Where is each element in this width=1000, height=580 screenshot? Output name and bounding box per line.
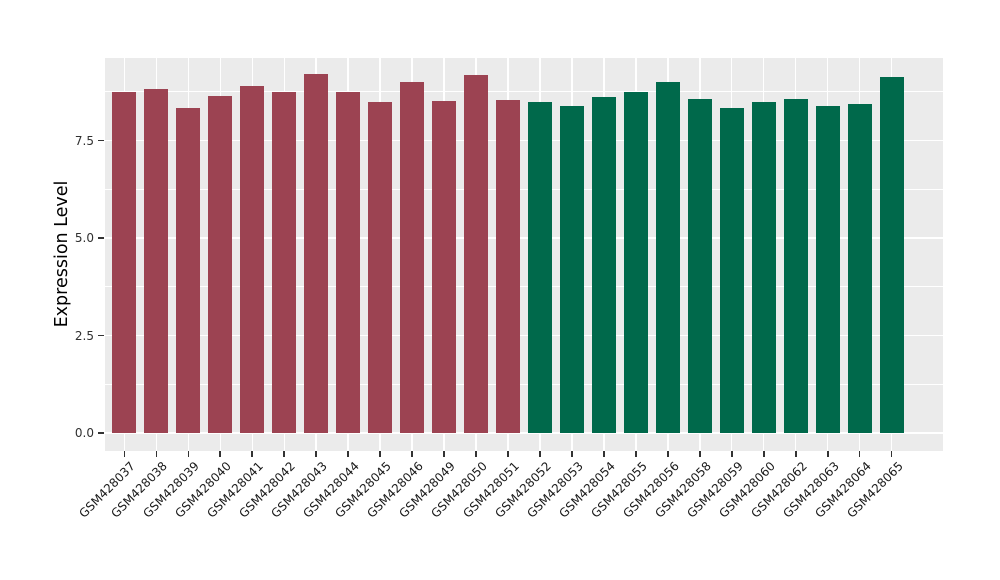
x-tick-mark	[187, 451, 189, 457]
bar-GSM428041	[240, 85, 265, 433]
bar-GSM428059	[719, 107, 744, 433]
x-tick-mark	[731, 451, 733, 457]
bar-GSM428050	[464, 74, 488, 433]
x-tick-mark	[443, 451, 445, 457]
bar-GSM428044	[336, 92, 361, 433]
bar-GSM428045	[368, 101, 393, 433]
y-tick-label: 5.0	[74, 231, 94, 245]
x-tick-mark	[347, 451, 349, 457]
y-tick-label: 0.0	[74, 426, 94, 440]
x-tick-mark	[539, 451, 541, 457]
x-tick-mark	[251, 451, 253, 457]
x-tick-mark	[859, 451, 861, 457]
x-tick-mark	[635, 451, 637, 457]
bar-GSM428043	[304, 74, 329, 433]
y-tick-mark	[98, 432, 104, 434]
major-gridline	[105, 334, 943, 337]
bar-GSM428064	[847, 103, 872, 433]
bar-GSM428058	[687, 99, 712, 433]
major-gridline	[105, 139, 943, 142]
minor-gridline	[105, 286, 943, 288]
y-axis-title: Expression Level	[52, 180, 72, 328]
y-tick-label: 7.5	[74, 133, 94, 148]
minor-gridline	[105, 91, 943, 93]
y-tick-mark	[98, 237, 104, 239]
x-tick-mark	[827, 451, 829, 457]
minor-gridline	[105, 188, 943, 190]
bar-GSM428062	[783, 99, 808, 433]
bar-GSM428063	[815, 106, 840, 433]
minor-gridline	[105, 383, 943, 385]
bar-GSM428046	[400, 82, 425, 433]
x-tick-mark	[507, 451, 509, 457]
bar-GSM428065	[879, 76, 904, 433]
bar-GSM428051	[496, 100, 520, 433]
x-tick-mark	[315, 451, 317, 457]
major-gridline	[105, 237, 943, 239]
bar-GSM428055	[623, 92, 648, 433]
bar-GSM428049	[432, 101, 457, 433]
bar-GSM428039	[176, 108, 201, 433]
y-tick-mark	[98, 139, 104, 142]
bar-GSM428054	[591, 96, 616, 433]
bar-GSM428052	[527, 101, 552, 433]
x-tick-mark	[123, 451, 125, 457]
x-tick-mark	[891, 451, 893, 457]
x-tick-mark	[763, 451, 765, 457]
bar-GSM428042	[272, 91, 297, 433]
bar-GSM428038	[144, 89, 169, 433]
x-tick-mark	[283, 451, 285, 457]
bar-GSM428037	[112, 92, 137, 433]
x-tick-mark	[795, 451, 797, 457]
major-gridline	[105, 432, 943, 434]
bar-GSM428040	[208, 95, 233, 433]
x-tick-mark	[411, 451, 413, 457]
bar-GSM428056	[655, 81, 680, 433]
x-tick-mark	[571, 451, 573, 457]
x-tick-mark	[603, 451, 605, 457]
plot-panel	[105, 58, 943, 451]
bar-GSM428053	[559, 106, 584, 433]
x-tick-mark	[379, 451, 381, 457]
bar-GSM428060	[751, 101, 776, 433]
x-tick-mark	[699, 451, 701, 457]
x-tick-mark	[667, 451, 669, 457]
y-tick-label: 2.5	[74, 328, 94, 343]
x-tick-mark	[475, 451, 477, 457]
y-tick-mark	[98, 334, 104, 337]
x-tick-mark	[219, 451, 221, 457]
x-tick-mark	[155, 451, 157, 457]
